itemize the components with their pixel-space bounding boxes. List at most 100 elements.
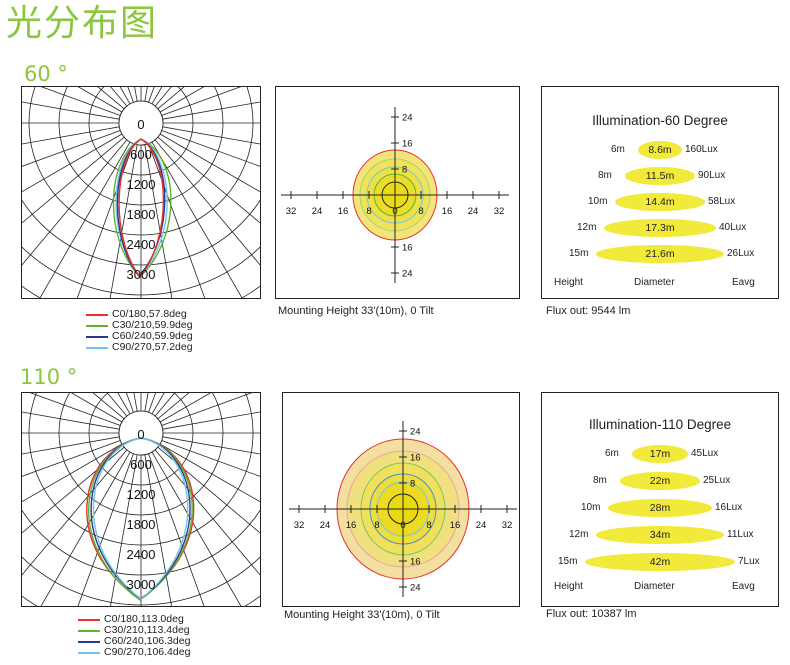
polar-center (118, 410, 164, 456)
x-tick-label: 16 (442, 206, 453, 217)
eavg-value: 25Lux (703, 475, 731, 486)
polar-spoke (22, 126, 120, 145)
legend-label: C0/180,57.8deg (112, 308, 187, 320)
intensity-curve (92, 437, 189, 600)
height-value: 15m (569, 248, 589, 259)
polar-spoke (148, 143, 206, 298)
height-value: 10m (581, 502, 601, 513)
polar-spoke (144, 144, 173, 298)
illumination-row: 10m 14.4m 58Lux (542, 193, 778, 211)
x-tick-label: 32 (494, 206, 505, 217)
column-header-height: Height (554, 581, 583, 592)
intensity-curve (118, 138, 164, 279)
polar-center (118, 100, 164, 146)
isolux-caption-60: Mounting Height 33'(10m), 0 Tilt (278, 305, 434, 317)
illumination-row: 12m 34m 11Lux (542, 526, 778, 544)
legend-swatch (78, 630, 100, 632)
eavg-value: 40Lux (719, 222, 747, 233)
polar-spoke (157, 393, 190, 420)
illumination-row: 8m 11.5m 90Lux (542, 167, 778, 185)
polar-spoke (40, 87, 121, 116)
beam-diameter-ellipse (585, 553, 735, 571)
beam-diameter-ellipse (625, 167, 695, 185)
illumination-row: 8m 22m 25Lux (542, 472, 778, 490)
polar-spoke (151, 451, 242, 606)
polar-panel-110: 0 600 1200 1800 2400 3000 (21, 392, 261, 607)
polar-panel-60: 0 600 1200 1800 2400 3000 (21, 86, 261, 299)
polar-spoke (77, 87, 123, 113)
legend-item: C0/180,113.0deg (78, 614, 190, 625)
polar-tick-label: 1200 (127, 177, 156, 192)
polar-spoke (162, 436, 260, 455)
illumination-panel-60: Illumination-60 Degree 6m 8.6m 160Lux 8m 11.… (541, 86, 779, 299)
legend-swatch (86, 314, 108, 316)
diameter-value: 17m (649, 448, 671, 460)
illumination-row: 10m 28m 16Lux (542, 499, 778, 517)
polar-diagram-110: 0 600 1200 1800 2400 3000 (22, 393, 260, 606)
y-tick-label: 24 (410, 583, 421, 594)
polar-spoke (40, 451, 131, 606)
diameter-value: 28m (649, 502, 671, 514)
eavg-value: 7Lux (738, 556, 760, 567)
legend-swatch (86, 336, 108, 338)
polar-spoke (161, 393, 253, 426)
legend-label: C0/180,113.0deg (104, 613, 184, 625)
column-header-diameter: Diameter (634, 581, 675, 592)
beam-diameter-ellipse (596, 526, 724, 544)
column-header-eavg: Eavg (732, 277, 755, 288)
diameter-value: 22m (649, 475, 671, 487)
polar-spoke (110, 87, 128, 107)
illumination-title: Illumination-60 Degree (592, 113, 728, 128)
polar-tick-label: 600 (130, 457, 152, 472)
y-tick-label: 8 (410, 479, 415, 490)
legend-label: C90/270,106.4deg (104, 646, 191, 658)
polar-spoke (22, 130, 121, 167)
illumination-panel-110: Illumination-110 Degree 6m 17m 45Lux 8m 22m 2… (541, 392, 779, 607)
polar-spoke (161, 87, 242, 116)
illumination-row: 15m 42m 7Lux (542, 553, 778, 571)
polar-legend-110: C0/180,113.0deg C30/210,113.4deg C60/240… (78, 614, 190, 658)
x-tick-label: 8 (426, 520, 431, 531)
legend-label: C30/210,59.9deg (112, 319, 193, 331)
eavg-value: 26Lux (727, 248, 755, 259)
legend-item: C60/240,59.9deg (86, 331, 193, 342)
diameter-value: 21.6m (645, 248, 675, 260)
polar-tick-label: 1800 (127, 207, 156, 222)
y-tick-label: 16 (402, 243, 413, 254)
polar-spoke (154, 449, 260, 576)
polar-legend-60: C0/180,57.8deg C30/210,59.9deg C60/240,5… (86, 309, 193, 353)
diameter-value: 11.5m (645, 170, 675, 182)
x-tick-label: 8 (366, 206, 371, 217)
height-value: 15m (558, 556, 578, 567)
polar-tick-label: 600 (130, 147, 152, 162)
diameter-value: 17.3m (645, 222, 675, 234)
diameter-value: 14.4m (645, 196, 675, 208)
polar-spoke (29, 393, 121, 426)
polar-spoke (22, 411, 120, 430)
column-header-eavg: Eavg (732, 581, 755, 592)
polar-spoke (159, 133, 260, 193)
polar-spoke (157, 87, 185, 110)
x-tick-label: 32 (502, 520, 513, 531)
x-tick-label: 32 (294, 520, 305, 531)
x-tick-label: 32 (286, 206, 297, 217)
illumination-row: 12m 17.3m 40Lux (542, 219, 778, 237)
polar-spoke (22, 443, 123, 503)
x-tick-label: 16 (346, 520, 357, 531)
isolux-diagram-60: 32 24 16 8 0 8 16 24 32 24 16 8 16 24 (281, 107, 509, 283)
illumination-row: 6m 17m 45Lux (542, 445, 778, 463)
polar-spoke (92, 393, 125, 420)
x-tick-label: 24 (468, 206, 479, 217)
polar-spoke (148, 453, 205, 606)
polar-spoke (22, 436, 120, 455)
eavg-value: 16Lux (715, 502, 743, 513)
polar-spoke (154, 393, 176, 417)
polar-spoke (70, 393, 123, 423)
illumination-row: 6m 8.6m 160Lux (542, 141, 778, 159)
illumination-title: Illumination-110 Degree (588, 417, 732, 432)
polar-tick-label: 3000 (127, 267, 156, 282)
beam-diameter-ellipse (620, 472, 700, 490)
y-tick-label: 8 (402, 165, 407, 176)
flux-out-110: Flux out: 10387 lm (546, 608, 637, 620)
eavg-value: 90Lux (698, 170, 726, 181)
